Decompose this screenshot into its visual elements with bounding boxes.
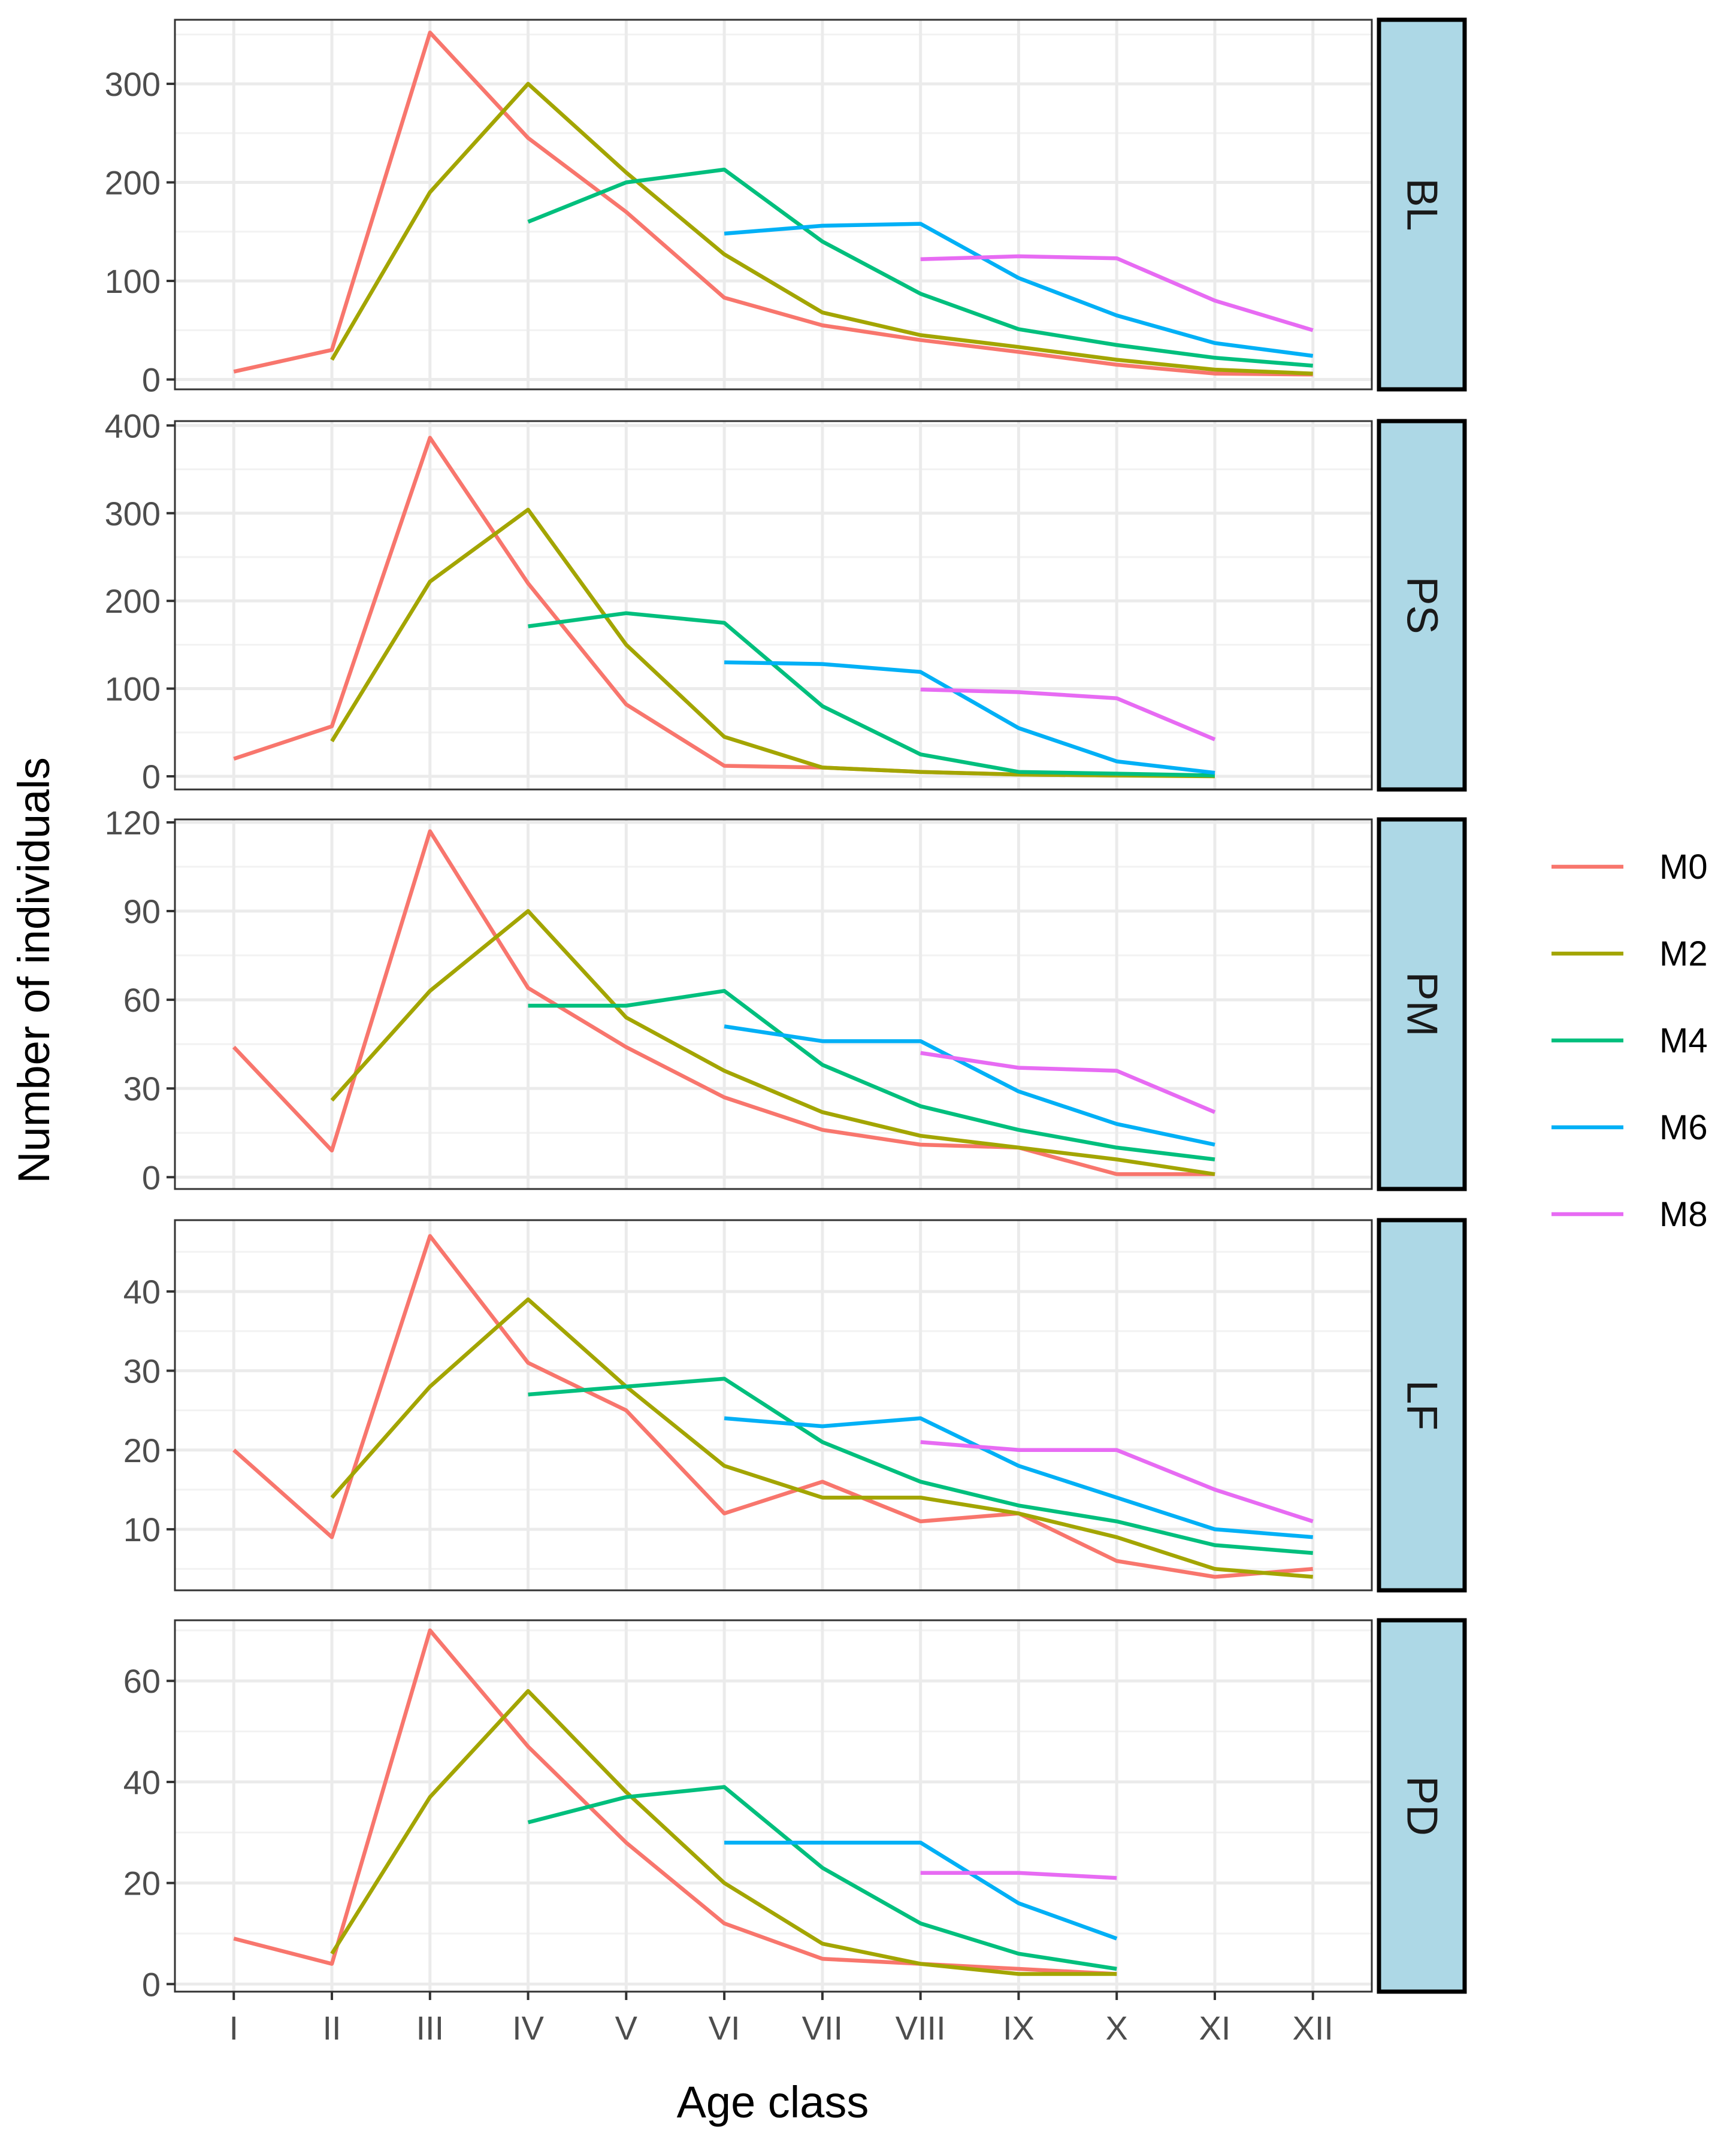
series-line-m6 (724, 1024, 1215, 1147)
legend-label: M4 (1659, 1021, 1708, 1060)
facet-strip-label: PS (1398, 576, 1446, 634)
facet-strip-label: LF (1398, 1380, 1446, 1430)
legend-item-m6: M6 (1551, 1108, 1708, 1147)
facet-strip (1377, 817, 1467, 1191)
y-tick-label: 0 (142, 1965, 161, 2003)
series-line-m8 (920, 254, 1314, 332)
x-tick-label: IV (512, 2009, 545, 2047)
facet-strip (1377, 17, 1467, 392)
y-tick-label: 0 (142, 758, 161, 795)
x-tick-label: I (229, 2009, 238, 2047)
panel-border (174, 19, 1373, 391)
panel-pd: 0 20 40 60 PD (123, 1618, 1467, 2003)
series-line-m0 (232, 829, 1215, 1176)
x-tick-label: III (416, 2009, 444, 2047)
series-line-m2 (330, 81, 1313, 376)
series-line-m2 (330, 1297, 1313, 1579)
y-tick-label: 300 (105, 65, 161, 103)
y-tick-label: 60 (123, 981, 161, 1019)
series-line-m8 (920, 687, 1216, 742)
series-line-m4 (527, 1785, 1117, 1971)
y-tick-label: 40 (123, 1763, 161, 1801)
panel-background (175, 819, 1372, 1189)
x-tick-label: IX (1003, 2009, 1035, 2047)
panel-background (175, 421, 1372, 789)
legend-item-m8: M8 (1551, 1195, 1708, 1234)
facet-strip-label: BL (1398, 178, 1446, 231)
panel-background (175, 1220, 1372, 1590)
legend-item-m0: M0 (1551, 848, 1708, 887)
y-tick-label: 90 (123, 892, 161, 930)
series-line-m8 (920, 1871, 1117, 1880)
facet-strip-label: PM (1398, 972, 1446, 1037)
legend-label: M6 (1659, 1108, 1708, 1147)
x-tick-label: XI (1199, 2009, 1231, 2047)
series-line-m8 (920, 1440, 1314, 1523)
series-line-m4 (527, 167, 1313, 368)
series-line-m6 (724, 222, 1314, 358)
y-tick-label: 200 (105, 164, 161, 201)
legend-item-m4: M4 (1551, 1021, 1708, 1060)
facet-strip-label: PD (1398, 1776, 1446, 1836)
x-tick-label: VII (802, 2009, 843, 2047)
series-line-m0 (232, 1234, 1313, 1579)
y-tick-label: 60 (123, 1662, 161, 1700)
panel-pm: 0 30 60 90 120 PM (105, 804, 1467, 1196)
x-tick-label: VI (709, 2009, 740, 2047)
series-line-m6 (724, 1840, 1118, 1941)
x-tick-label: II (322, 2009, 341, 2047)
y-tick-label: 20 (123, 1432, 161, 1469)
panel-border (174, 420, 1373, 791)
legend-item-m2: M2 (1551, 934, 1708, 973)
series-line-m4 (528, 989, 1215, 1161)
x-axis-title: Age class (677, 2077, 869, 2127)
panel-border (174, 1619, 1373, 1993)
panel-lf: 10 20 30 40 LF (123, 1218, 1467, 1593)
series-line-m6 (724, 1416, 1313, 1539)
x-tick-label: XII (1293, 2009, 1333, 2047)
y-tick-label: 100 (105, 670, 161, 708)
y-tick-label: 400 (105, 407, 161, 444)
y-tick-label: 30 (123, 1070, 161, 1108)
y-tick-label: 100 (105, 262, 161, 300)
x-axis: I II III IV V VI VII VIII IX X XI XII (229, 1992, 1333, 2047)
y-tick-label: 0 (142, 1158, 161, 1196)
y-tick-label: 0 (142, 361, 161, 399)
series-line-m6 (724, 660, 1215, 775)
legend-label: M2 (1659, 934, 1708, 973)
panel-ps: 0 100 200 300 400 PS (105, 407, 1467, 795)
facet-strip (1377, 419, 1467, 792)
legend-label: M8 (1659, 1195, 1708, 1234)
y-axis-title: Number of individuals (9, 757, 59, 1184)
y-tick-label: 30 (123, 1352, 161, 1390)
series-line-m2 (330, 909, 1215, 1176)
series-line-m4 (528, 1376, 1313, 1556)
series-line-m0 (233, 31, 1313, 377)
panels-layer: 0100200300BL0100200300400PS0306090120PM1… (105, 17, 1467, 2003)
series-line-m2 (330, 1689, 1117, 1976)
panel-border (174, 818, 1373, 1190)
series-line-m4 (528, 611, 1215, 777)
y-tick-label: 200 (105, 582, 161, 620)
panel-bl: 0 100 200 300 BL (105, 17, 1467, 399)
series-line-m8 (920, 1051, 1216, 1114)
series-line-m2 (330, 507, 1215, 779)
panel-border (174, 1219, 1373, 1592)
legend-label: M0 (1659, 848, 1708, 887)
y-tick-label: 300 (105, 495, 161, 533)
x-tick-label: V (615, 2009, 638, 2047)
y-tick-label: 10 (123, 1511, 161, 1548)
y-tick-label: 20 (123, 1865, 161, 1902)
facet-strip (1377, 1218, 1467, 1593)
y-tick-label: 40 (123, 1273, 161, 1311)
y-tick-label: 120 (105, 804, 161, 842)
x-tick-label: X (1106, 2009, 1128, 2047)
facet-strip (1377, 1618, 1467, 1994)
x-tick-label: VIII (896, 2009, 946, 2047)
series-line-m0 (233, 1628, 1117, 1976)
legend: M0 M2 M4 M6 M8 (1551, 848, 1708, 1234)
panel-background (175, 1620, 1372, 1992)
